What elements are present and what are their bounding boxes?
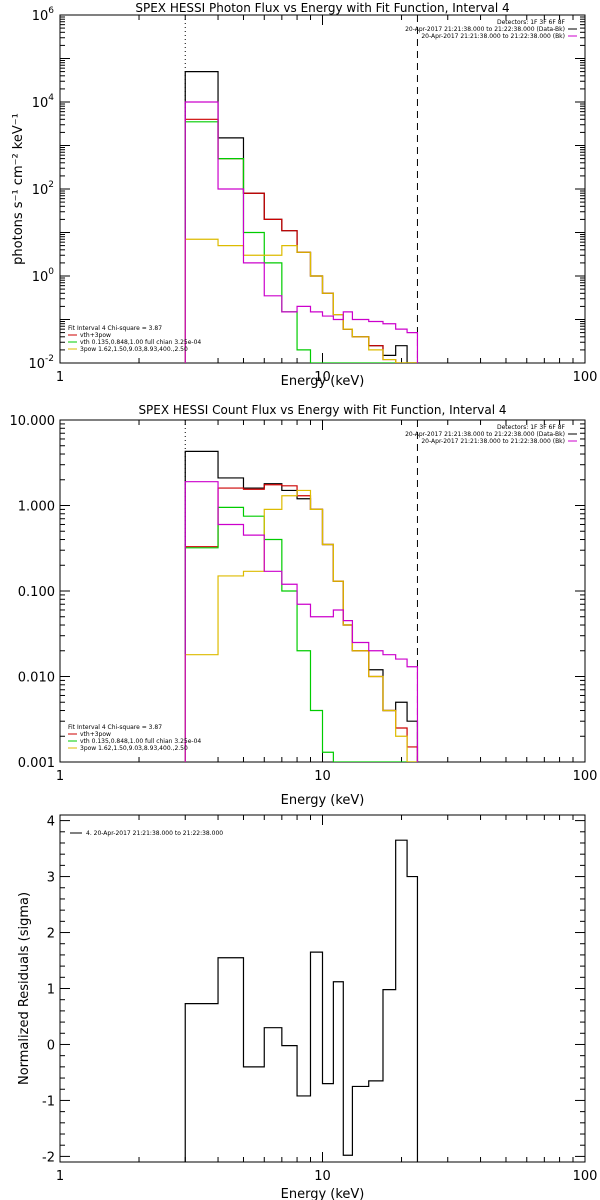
x-tick-label: 1 [56,370,64,385]
y-tick-label: 102 [32,180,54,198]
legend-text: Detectors: 1F 3F 6F 8F [497,19,566,26]
y-tick-label: 3 [47,871,55,886]
series-2-histogram [184,121,418,363]
y-tick-exponent: 6 [48,6,54,16]
legend-text: vth 0.135,0.848,1.00 full chian 3.25e-04 [80,339,201,346]
y-tick-base: 10 [28,357,45,372]
y-tick-label: 1 [47,983,55,998]
y-tick-label: 1.000 [18,500,55,515]
y-tick-label: 106 [32,6,55,24]
series-4-histogram [184,101,419,363]
y-tick-label: 0.010 [18,671,55,686]
series-0-histogram [184,450,419,762]
series-1-histogram [184,118,418,363]
x-tick-label: 1 [56,1169,64,1184]
legend-text: vth+3pow [80,731,111,738]
plot-frame [59,14,586,364]
y-tick-label: 0.100 [18,585,55,600]
series-4-histogram [184,481,419,762]
legend-text: vth+3pow [80,332,111,339]
y-tick-exponent: 2 [48,180,54,190]
legend-text: Detectors: 1F 3F 6F 8F [497,424,566,431]
y-tick-exponent: 0 [48,267,54,277]
legend-text: 20-Apr-2017 21:21:38.000 to 21:22:38.000… [421,33,565,40]
y-tick-base: 10 [32,183,49,198]
residuals-panel: 1 10 100 -2 -1 0 1 2 3 4 Energy (keV) Normalized Re… [17,814,598,1200]
x-tick-label: 100 [573,769,598,784]
y-tick-label: 100 [32,267,55,285]
y-axis-label: Normalized Residuals (sigma) [17,892,32,1085]
y-tick-label: 10-2 [28,354,54,372]
legend-text: Fit Interval 4 Chi-square = 3.87 [68,325,162,332]
x-axis-label: Energy (keV) [281,374,365,389]
legend-text: vth 0.135,0.848,1.00 full chian 3.25e-04 [80,738,201,745]
series-0-histogram [184,839,419,1162]
count-flux-panel: SPEX HESSI Count Flux vs Energy with Fit… [10,403,598,808]
y-tick-base: 10 [32,9,49,24]
series-1-histogram [184,484,419,762]
y-tick-label: 0 [47,1038,55,1053]
x-tick-label: 10 [314,370,331,385]
photon-flux-panel: SPEX HESSI Photon Flux vs Energy with Fi… [11,1,597,389]
y-tick-base: 10 [32,270,49,285]
x-tick-label: 10 [314,769,331,784]
series-3-histogram [184,238,418,363]
x-tick-label: 100 [573,1169,598,1184]
legend-text: 4. 20-Apr-2017 21:21:38.000 to 21:22:38.… [86,830,223,837]
legend-text: 20-Apr-2017 21:21:38.000 to 21:22:38.000… [405,26,565,33]
x-tick-label: 10 [314,1169,331,1184]
y-tick-label: 10.000 [10,414,56,429]
chart-title: SPEX HESSI Photon Flux vs Energy with Fi… [135,1,509,15]
legend-text: 3pow 1.62,1.50,9.03,8.93,400.,2.50 [80,745,188,752]
legend-text: Fit Interval 4 Chi-square = 3.87 [68,724,162,731]
legend-text: 3pow 1.62,1.50,9.03,8.93,400.,2.50 [80,346,188,353]
series-2-histogram [184,506,418,762]
y-tick-label: 4 [47,815,55,830]
y-tick-label: -2 [42,1150,55,1165]
legend-text: 20-Apr-2017 21:21:38.000 to 21:22:38.000… [421,438,565,445]
y-tick-base: 10 [32,96,49,111]
y-axis-label: photons s⁻¹ cm⁻² keV⁻¹ [11,113,26,265]
x-tick-label: 1 [56,769,64,784]
x-tick-label: 100 [573,370,598,385]
legend-text: 20-Apr-2017 21:21:38.000 to 21:22:38.000… [405,431,565,438]
y-tick-label: 2 [47,927,55,942]
y-tick-exponent: -2 [45,354,54,364]
chart-title: SPEX HESSI Count Flux vs Energy with Fit… [138,403,506,417]
y-tick-label: 0.001 [18,756,55,771]
y-tick-label: 104 [32,93,55,111]
y-tick-label: -1 [42,1094,55,1109]
y-tick-exponent: 4 [48,93,54,103]
series-0-histogram [184,70,418,363]
series-3-histogram [184,489,418,762]
x-axis-label: Energy (keV) [281,1187,365,1200]
x-axis-label: Energy (keV) [281,793,365,808]
